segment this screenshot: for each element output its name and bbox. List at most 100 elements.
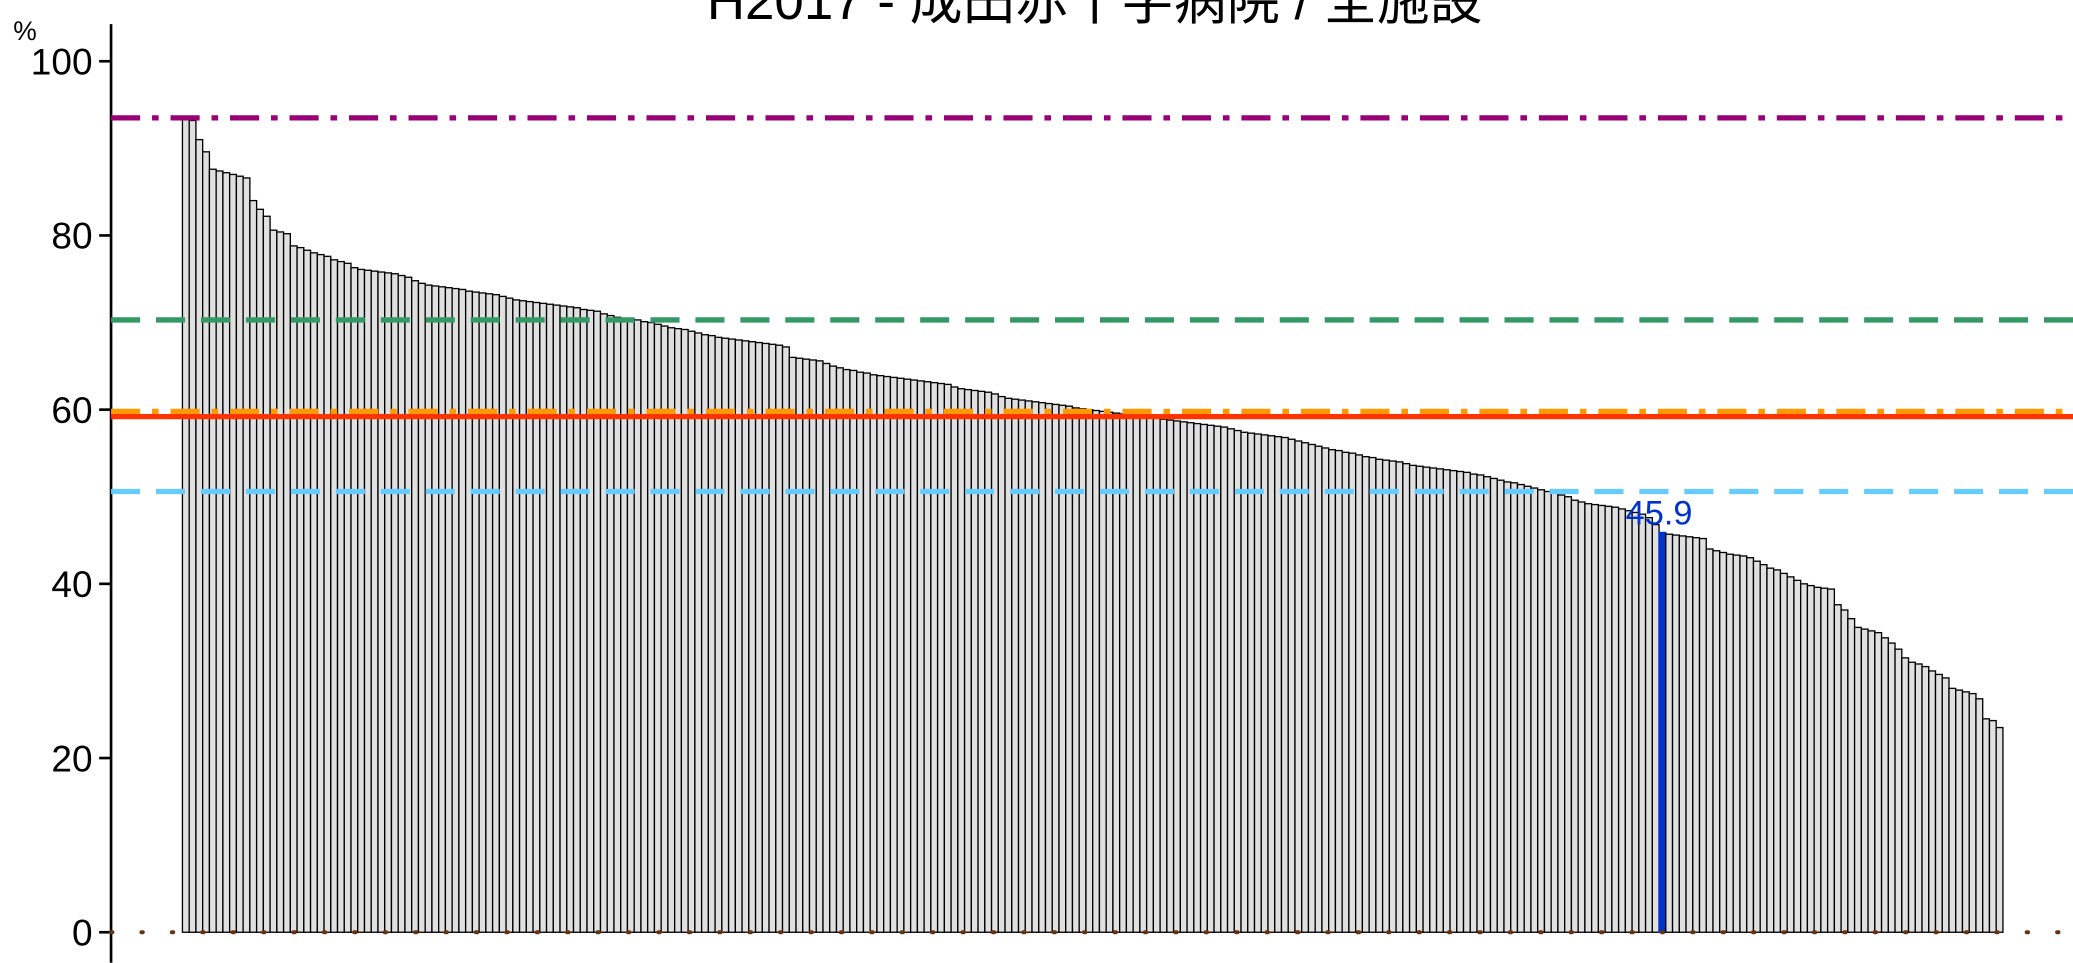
bar xyxy=(1557,494,1566,933)
bar xyxy=(1712,550,1721,933)
bar xyxy=(1853,626,1862,933)
bar xyxy=(1274,435,1283,933)
bar xyxy=(909,379,919,933)
bar xyxy=(357,268,366,933)
bar xyxy=(208,168,217,933)
bar xyxy=(262,215,271,933)
bar xyxy=(1456,470,1465,933)
bar xyxy=(390,273,399,933)
bar xyxy=(829,365,838,933)
bar xyxy=(1793,579,1802,933)
bar xyxy=(363,269,372,933)
bar xyxy=(795,357,804,933)
bar xyxy=(1719,551,1728,933)
bar xyxy=(1408,464,1417,933)
bar xyxy=(599,313,608,933)
bar xyxy=(1422,466,1431,933)
bar xyxy=(1564,496,1573,933)
bar xyxy=(694,332,703,933)
bar xyxy=(1193,422,1202,933)
bar xyxy=(1530,487,1539,933)
bar xyxy=(1928,670,1937,933)
bar xyxy=(1341,451,1350,933)
bar xyxy=(1199,423,1208,933)
bar xyxy=(734,339,743,933)
bar xyxy=(1638,513,1647,933)
bar xyxy=(1759,564,1768,933)
bar xyxy=(235,175,244,933)
bar xyxy=(1739,555,1748,933)
bar xyxy=(1651,523,1660,933)
bar xyxy=(397,274,406,933)
bar xyxy=(1604,505,1613,933)
bar xyxy=(1240,431,1249,933)
bar xyxy=(559,305,568,933)
bar xyxy=(1982,718,1991,933)
bar xyxy=(727,338,736,933)
bar xyxy=(202,151,211,933)
bar xyxy=(1065,405,1074,933)
y-tick-label: 60 xyxy=(51,389,92,431)
bar xyxy=(1462,471,1471,933)
bar xyxy=(1287,438,1296,933)
bar xyxy=(444,287,453,933)
bar xyxy=(424,284,433,933)
bar xyxy=(1773,569,1782,933)
bar xyxy=(1381,459,1391,933)
bar xyxy=(957,388,966,933)
bar xyxy=(1321,447,1330,933)
bar xyxy=(1092,409,1101,933)
bar xyxy=(1698,537,1707,933)
bar xyxy=(249,199,258,933)
bar xyxy=(1476,474,1485,933)
bar xyxy=(977,390,986,933)
bar xyxy=(1665,533,1674,933)
bar xyxy=(1435,468,1444,933)
bar xyxy=(1011,398,1020,933)
bar xyxy=(1226,428,1235,933)
bar xyxy=(1469,473,1478,933)
bar xyxy=(1590,503,1600,933)
bar xyxy=(1833,604,1842,933)
bar xyxy=(464,290,474,933)
bar xyxy=(950,386,959,933)
bar xyxy=(539,302,548,933)
bar xyxy=(741,340,750,933)
bar xyxy=(572,307,581,933)
bar xyxy=(781,346,790,933)
bar xyxy=(700,334,710,933)
bar xyxy=(1260,434,1269,933)
bar xyxy=(1624,510,1633,933)
bar xyxy=(1570,499,1579,933)
bar xyxy=(1058,404,1067,933)
bar xyxy=(1611,506,1620,933)
bar xyxy=(566,306,575,933)
bar xyxy=(1267,435,1276,933)
bar xyxy=(1429,467,1438,933)
bar xyxy=(1328,449,1337,933)
bar xyxy=(1975,698,1984,933)
bar xyxy=(1644,516,1653,933)
bar xyxy=(1766,567,1775,933)
bar xyxy=(896,377,905,933)
bar xyxy=(997,395,1006,933)
bar xyxy=(849,369,858,933)
bar xyxy=(990,393,999,933)
bar xyxy=(1516,483,1525,933)
bar xyxy=(1314,445,1323,933)
bar xyxy=(1301,442,1310,933)
bar xyxy=(1752,560,1761,933)
bar xyxy=(768,343,777,933)
bar xyxy=(1078,408,1087,933)
bar xyxy=(1685,536,1694,933)
bar xyxy=(869,374,878,933)
bar xyxy=(451,287,460,933)
bar xyxy=(1017,399,1026,933)
bar xyxy=(862,372,871,933)
bar xyxy=(815,360,824,933)
bar xyxy=(505,297,514,933)
bar xyxy=(788,356,797,933)
bar xyxy=(343,262,352,933)
bar xyxy=(916,380,925,933)
bar xyxy=(808,359,817,933)
